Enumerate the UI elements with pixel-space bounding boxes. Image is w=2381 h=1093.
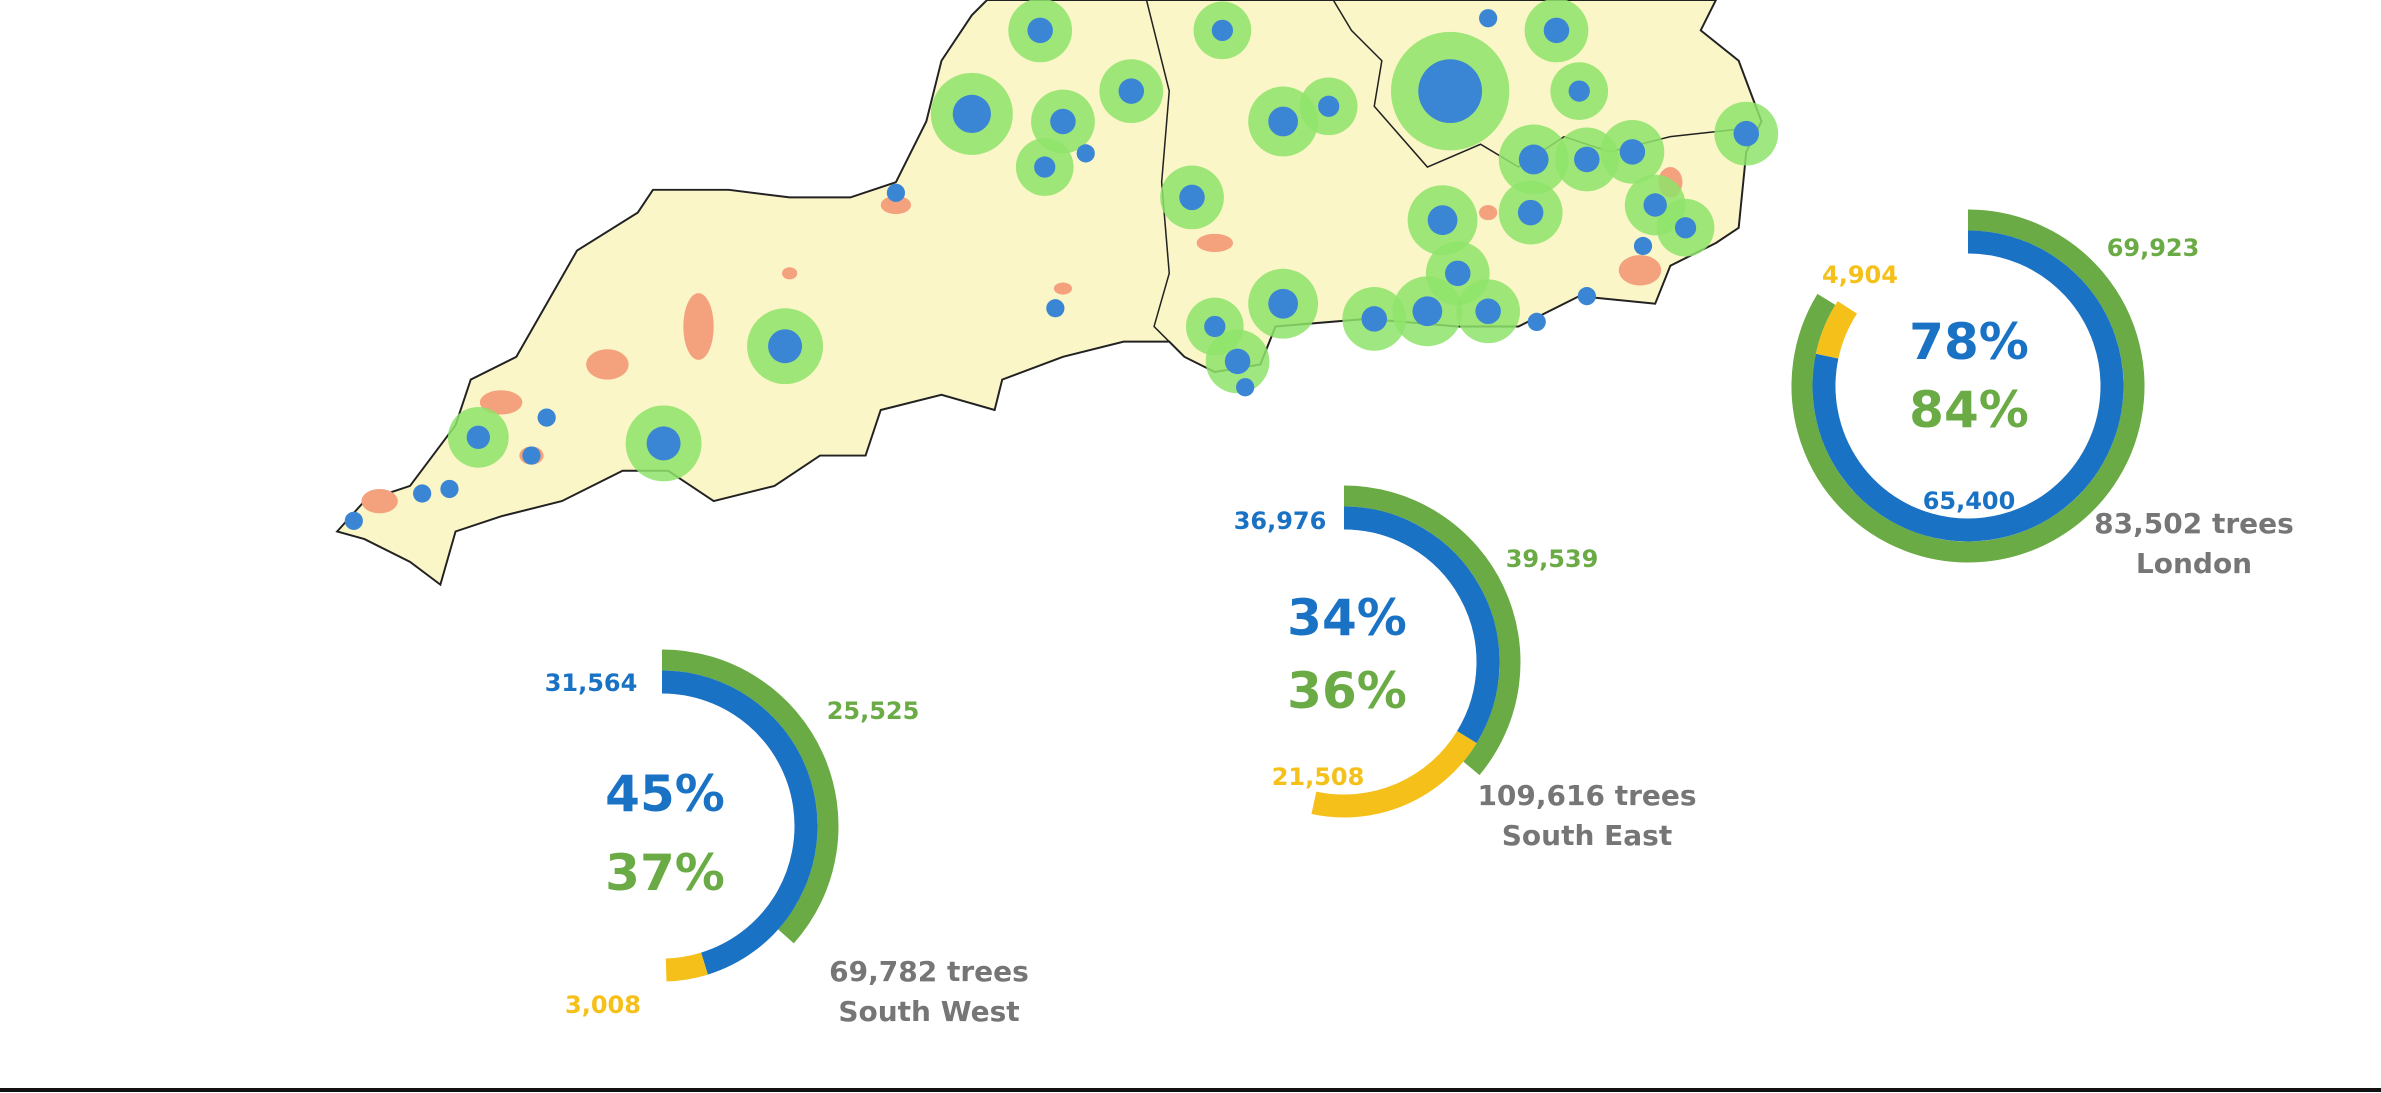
south-east-region-name: South East xyxy=(1501,819,1673,852)
south-east-green-value: 39,539 xyxy=(1505,545,1599,573)
south-east-yellow-value: 21,508 xyxy=(1271,763,1365,791)
urban-area xyxy=(1479,204,1498,221)
site-marker xyxy=(1268,106,1299,137)
site-marker xyxy=(1034,156,1056,178)
site-marker xyxy=(1050,108,1076,135)
london-yellow-arc xyxy=(1815,301,1858,359)
south-west-yellow-arc xyxy=(665,952,708,982)
site-marker xyxy=(1224,348,1251,375)
site-marker xyxy=(1027,17,1053,44)
south-west-total-trees: 69,782 trees xyxy=(829,955,1029,988)
south-west-yellow-value: 3,008 xyxy=(565,991,641,1019)
urban-area xyxy=(1618,255,1662,286)
london-total: 83,502 trees London xyxy=(2094,504,2294,584)
site-marker xyxy=(1361,306,1387,332)
urban-area xyxy=(782,267,798,280)
south-east-green-arc xyxy=(1343,485,1521,776)
site-marker xyxy=(1076,144,1095,163)
site-marker xyxy=(1518,144,1549,175)
site-marker xyxy=(1427,205,1458,236)
site-marker xyxy=(1577,286,1596,306)
south-west-green-value: 25,525 xyxy=(826,697,920,725)
site-marker xyxy=(1517,199,1544,226)
london-green-value: 69,923 xyxy=(2106,234,2200,262)
london-green-arc xyxy=(1791,209,2145,563)
london-total-trees: 83,502 trees xyxy=(2094,507,2294,540)
south-east-yellow-arc xyxy=(1311,730,1477,818)
site-marker xyxy=(1674,217,1697,239)
site-marker xyxy=(646,426,681,461)
site-marker xyxy=(1733,120,1760,147)
site-marker xyxy=(1445,260,1471,287)
south-west-green-arc xyxy=(661,649,839,944)
site-marker xyxy=(1633,236,1653,256)
site-marker xyxy=(1643,193,1667,217)
london-blue-pct: 78% xyxy=(1909,313,2029,371)
urban-area xyxy=(361,488,398,514)
south-east-blue-arc xyxy=(1343,506,1500,744)
site-marker xyxy=(1236,378,1255,397)
site-marker xyxy=(344,511,363,530)
south-west-total: 69,782 trees South West xyxy=(829,952,1029,1032)
site-marker xyxy=(1318,95,1340,117)
london-region-name: London xyxy=(2135,547,2253,580)
south-east-total: 109,616 trees South East xyxy=(1477,776,1696,856)
site-marker xyxy=(886,183,906,202)
site-marker xyxy=(537,408,556,427)
london-green-pct: 84% xyxy=(1909,381,2029,439)
site-marker xyxy=(1574,146,1600,173)
south-east-blue-pct: 34% xyxy=(1287,589,1407,647)
site-marker xyxy=(1475,298,1501,325)
london-yellow-value: 4,904 xyxy=(1822,261,1898,289)
urban-area xyxy=(479,390,523,415)
urban-area xyxy=(880,195,912,215)
south-west-green-pct: 37% xyxy=(605,844,725,902)
urban-area xyxy=(683,293,714,360)
site-marker xyxy=(1568,80,1590,102)
south-west-region-name: South West xyxy=(838,995,1020,1028)
site-marker xyxy=(1118,78,1145,104)
south-east-blue-value: 36,976 xyxy=(1233,507,1327,535)
site-marker xyxy=(1412,296,1443,327)
south-east-total-trees: 109,616 trees xyxy=(1477,779,1697,812)
london-blue-arc xyxy=(1812,230,2124,542)
site-marker xyxy=(1543,17,1570,44)
site-marker xyxy=(1211,19,1234,41)
site-marker xyxy=(768,329,803,364)
south-west-blue-pct: 45% xyxy=(605,765,725,823)
urban-area xyxy=(586,349,629,380)
site-marker xyxy=(522,446,541,465)
site-marker xyxy=(1479,9,1498,28)
site-marker xyxy=(1179,184,1205,211)
site-marker xyxy=(1527,312,1546,332)
site-marker xyxy=(1268,288,1299,319)
site-marker xyxy=(413,484,432,503)
region-boundary xyxy=(1145,0,1171,343)
site-marker xyxy=(1046,299,1065,318)
london-blue-value: 65,400 xyxy=(1922,487,2016,515)
south-west-blue-value: 31,564 xyxy=(544,669,638,697)
site-marker xyxy=(466,425,491,450)
south-east-green-pct: 36% xyxy=(1287,662,1407,720)
urban-area xyxy=(1196,233,1234,253)
urban-area xyxy=(1053,282,1073,295)
site-marker xyxy=(1619,139,1646,165)
site-marker xyxy=(1204,315,1226,338)
bottom-border xyxy=(0,1088,2381,1092)
site-marker xyxy=(440,479,459,499)
site-marker xyxy=(952,94,991,134)
south-west-blue-arc xyxy=(661,670,818,975)
site-marker xyxy=(1418,59,1483,123)
